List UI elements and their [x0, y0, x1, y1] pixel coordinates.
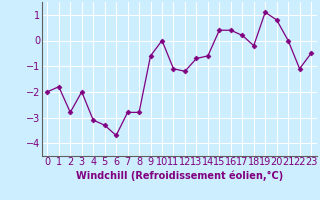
X-axis label: Windchill (Refroidissement éolien,°C): Windchill (Refroidissement éolien,°C): [76, 170, 283, 181]
